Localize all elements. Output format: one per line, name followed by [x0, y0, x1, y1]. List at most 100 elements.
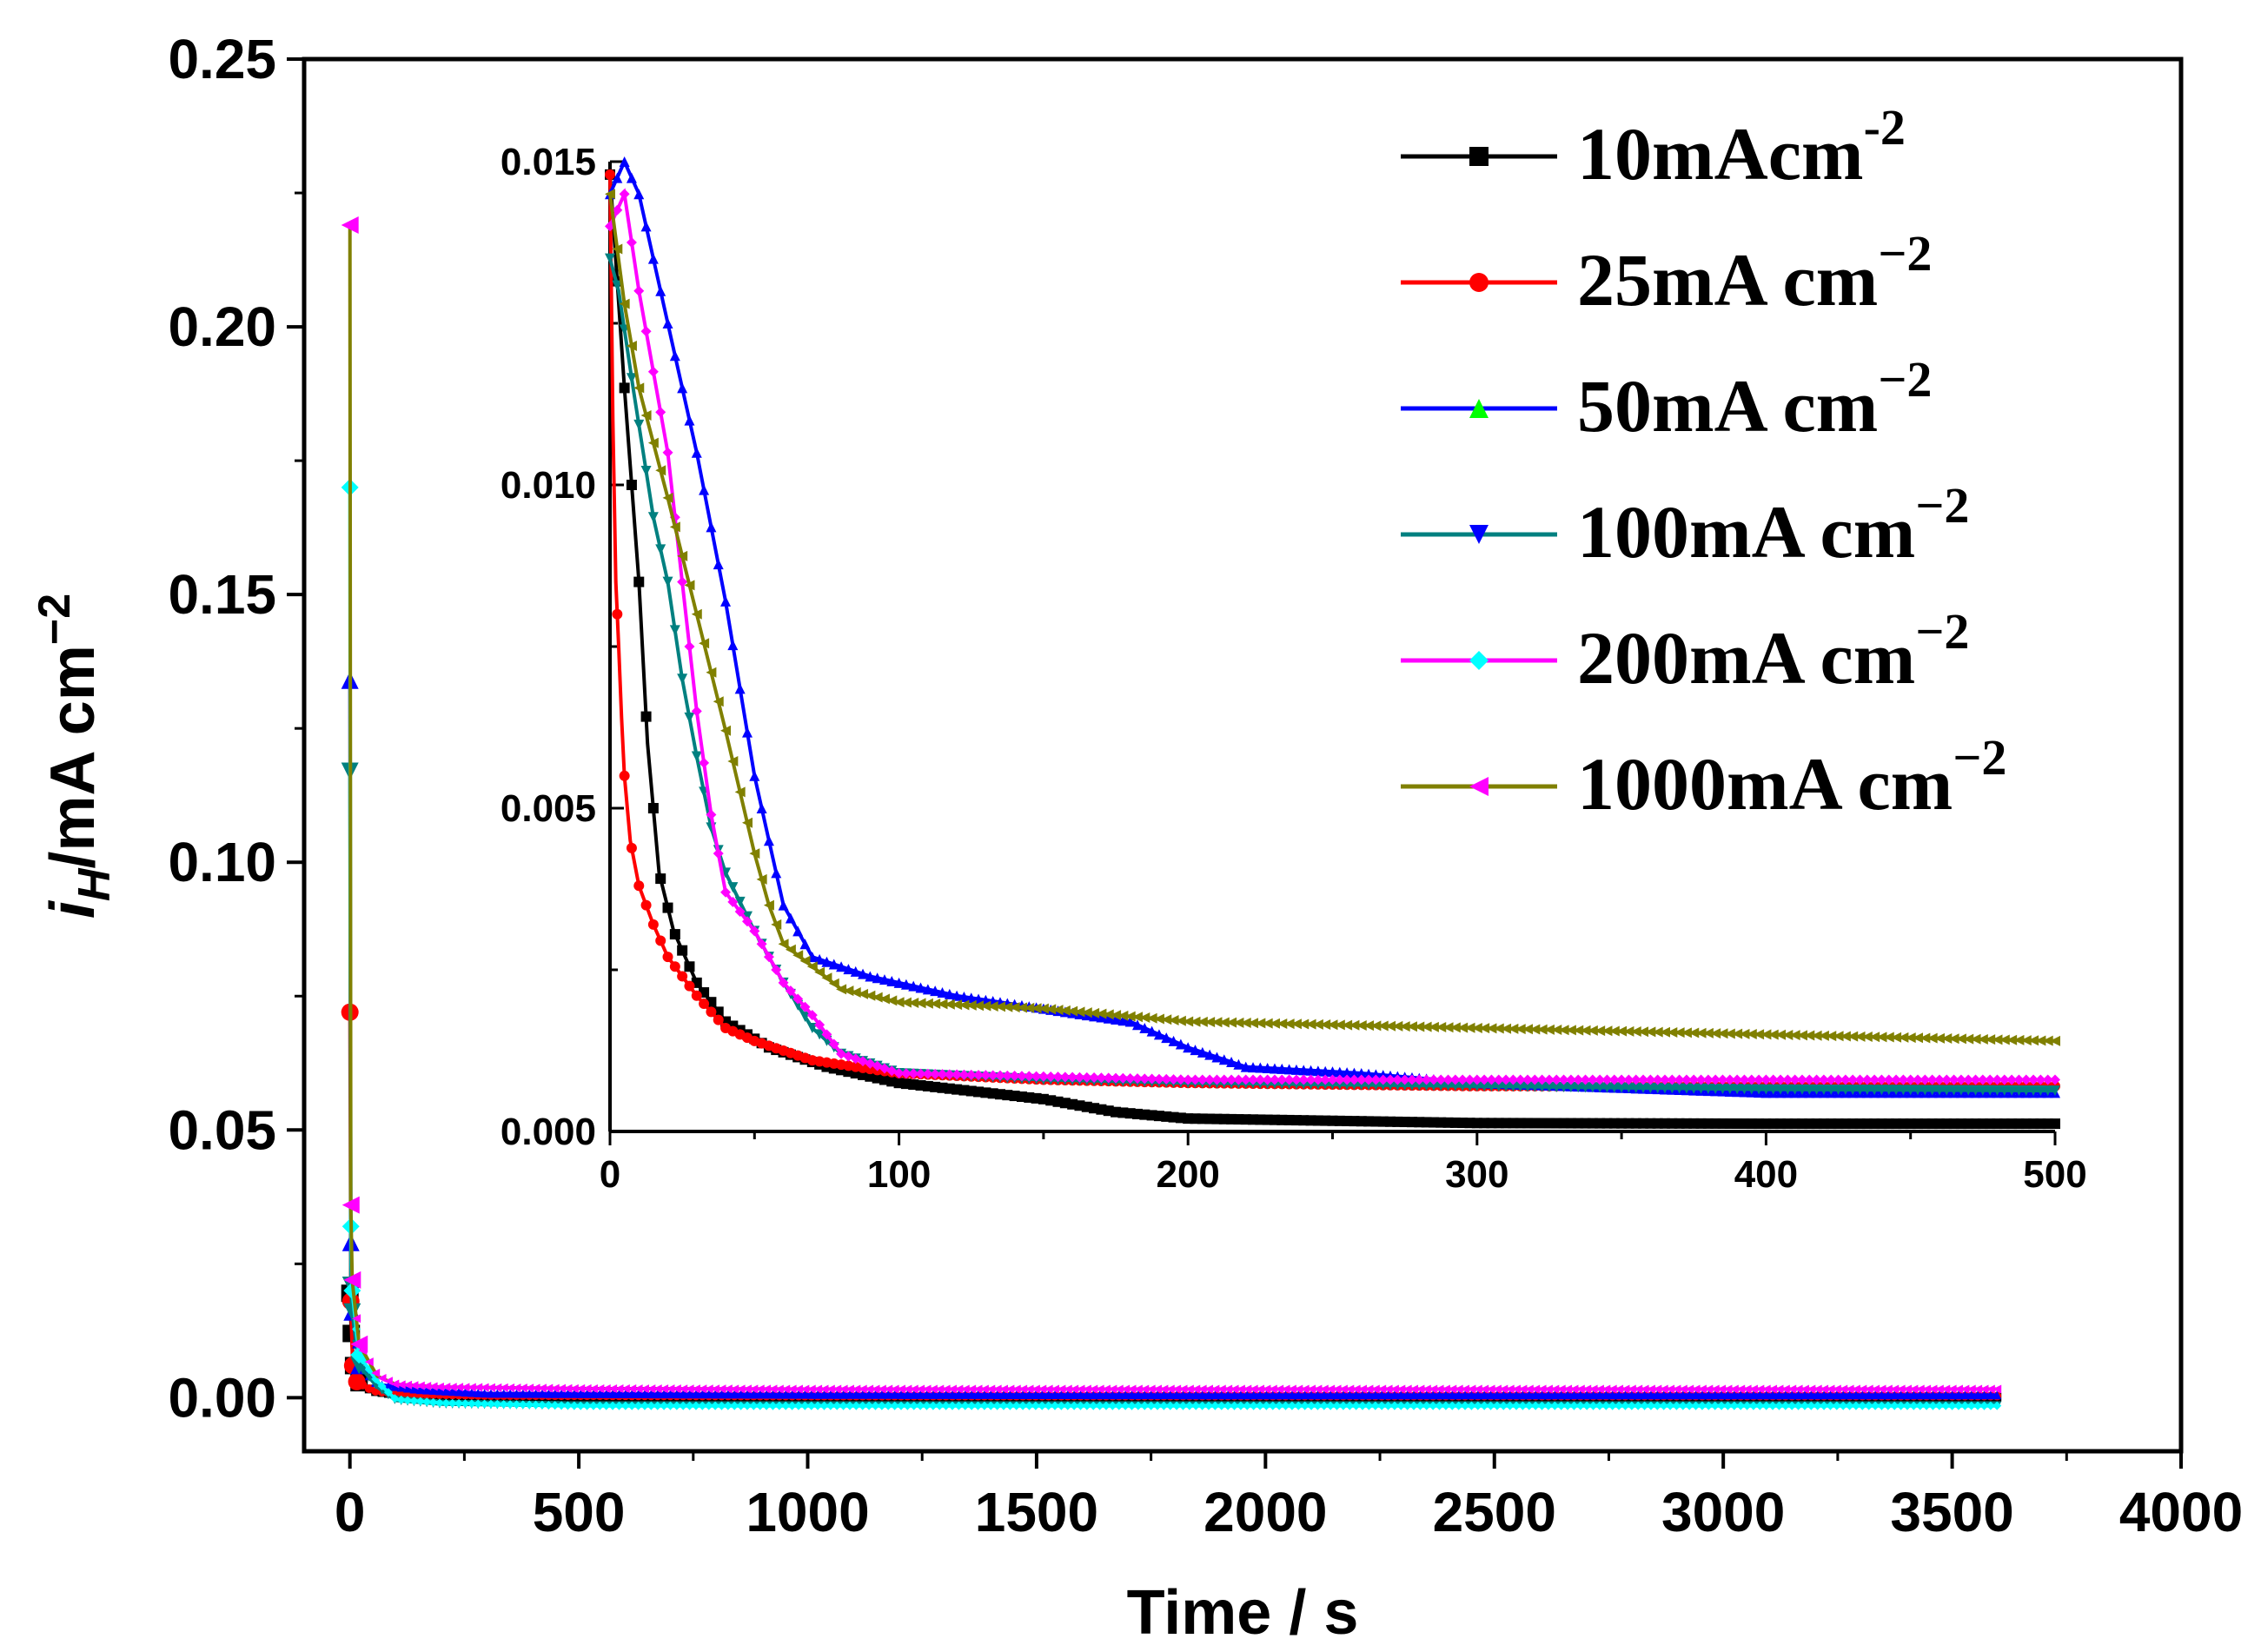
main-series-marker — [1774, 1390, 1784, 1400]
main-series-marker — [858, 1384, 867, 1394]
main-plot-frame — [302, 56, 2184, 1454]
main-series-marker — [762, 1390, 772, 1399]
main-series-marker — [1338, 1390, 1348, 1400]
inset-series-marker — [1269, 1018, 1280, 1029]
inset-series-marker — [1131, 1019, 1143, 1031]
main-series-marker — [1736, 1390, 1746, 1400]
inset-series-marker — [1312, 1074, 1323, 1085]
main-series-group — [341, 1003, 2002, 1401]
main-series-marker — [1953, 1390, 1963, 1400]
main-series-marker — [1082, 1401, 1091, 1410]
main-series-marker — [1986, 1390, 1995, 1400]
inset-series-marker — [691, 447, 702, 458]
inset-series-marker — [1457, 1022, 1469, 1033]
inset-series-marker — [995, 1070, 1006, 1081]
inset-series-marker — [828, 959, 839, 970]
inset-series-marker — [677, 971, 688, 982]
main-series-marker — [1832, 1390, 1841, 1400]
inset-series-marker — [1963, 1033, 1974, 1045]
main-series-marker — [1165, 1401, 1175, 1410]
inset-series-marker — [1898, 1032, 1909, 1043]
main-series-marker — [454, 1398, 464, 1408]
inset-series-marker — [2050, 1085, 2060, 1097]
inset-series-marker — [1074, 1006, 1085, 1018]
inset-series-marker — [1197, 1016, 1208, 1027]
main-series-marker — [1826, 1384, 1835, 1394]
inset-series-marker — [633, 576, 645, 587]
inset-series-marker — [944, 998, 955, 1010]
inset-series-marker — [1255, 1074, 1266, 1085]
main-series-marker — [992, 1390, 1002, 1399]
main-series-marker — [1742, 1390, 1752, 1400]
inset-series-marker — [1045, 1071, 1057, 1082]
main-series-marker — [1377, 1401, 1387, 1410]
main-series-marker — [409, 1396, 419, 1405]
main-series-marker — [1467, 1384, 1476, 1394]
main-series-marker — [723, 1401, 733, 1410]
inset-series-marker — [1385, 1079, 1396, 1091]
main-series-marker — [1031, 1401, 1040, 1410]
inset-series-marker — [1414, 1021, 1425, 1032]
inset-series-marker — [1717, 1028, 1728, 1039]
inset-series-marker — [1840, 1031, 1851, 1042]
inset-series-marker — [612, 608, 623, 620]
main-series-marker — [704, 1390, 713, 1399]
inset-series-marker — [937, 998, 948, 1010]
inset-series-marker — [1269, 1063, 1280, 1074]
main-series-marker — [1383, 1401, 1393, 1410]
main-series-marker — [1429, 1384, 1438, 1394]
main-series-marker — [1287, 1390, 1296, 1400]
main-series-marker — [871, 1384, 880, 1394]
inset-series-marker — [1746, 1074, 1757, 1085]
inset-series-marker — [1377, 1020, 1389, 1032]
main-series-marker — [1896, 1384, 1906, 1394]
inset-series-marker — [640, 410, 652, 421]
inset-series-marker — [677, 576, 688, 587]
inset-series-marker — [633, 285, 645, 296]
inset-series-marker — [1342, 1019, 1353, 1031]
main-series-marker — [1070, 1384, 1079, 1394]
inset-series-marker — [1479, 1023, 1490, 1034]
main-series-marker — [601, 1383, 611, 1393]
main-series-marker — [1531, 1401, 1541, 1410]
inset-series-marker — [1623, 1074, 1634, 1085]
inset-series-marker — [677, 550, 688, 561]
inset-series-marker — [778, 977, 789, 988]
inset-series-marker — [1204, 1074, 1216, 1085]
inset-series-marker — [1052, 1071, 1064, 1083]
main-series-marker — [1165, 1390, 1175, 1400]
inset-series-marker — [1334, 1074, 1345, 1085]
main-series-marker — [1051, 1390, 1059, 1400]
main-series-marker — [1820, 1384, 1829, 1394]
main-series-marker — [1973, 1401, 1983, 1410]
y-tick-label: 0.25 — [168, 28, 276, 90]
main-series-marker — [698, 1384, 707, 1394]
inset-series-marker — [1826, 1084, 1837, 1095]
main-series-marker — [1153, 1384, 1163, 1394]
inset-series-marker — [1334, 1066, 1345, 1078]
main-series-marker — [1902, 1401, 1912, 1410]
main-series-marker — [1729, 1390, 1739, 1400]
inset-x-tick-label: 200 — [1156, 1153, 1219, 1196]
main-series-marker — [1499, 1390, 1508, 1400]
main-series-marker — [979, 1390, 989, 1399]
main-series-marker — [1383, 1390, 1393, 1400]
main-series-marker — [742, 1384, 752, 1394]
main-series-marker — [1858, 1390, 1867, 1400]
main-series-marker — [588, 1389, 598, 1398]
inset-series-marker — [612, 172, 623, 183]
main-series-marker — [1492, 1390, 1502, 1400]
inset-series-marker — [980, 1000, 991, 1012]
main-series-marker — [1159, 1401, 1169, 1410]
main-series-marker — [1243, 1384, 1252, 1394]
inset-series-marker — [965, 1069, 977, 1080]
main-series-marker — [1281, 1384, 1290, 1394]
inset-series-marker — [1349, 1074, 1360, 1085]
main-series-marker — [352, 1314, 361, 1324]
inset-series-marker — [1190, 1045, 1201, 1056]
inset-series-marker — [1782, 1074, 1794, 1085]
inset-series-marker — [1002, 1001, 1013, 1012]
inset-series-marker — [1240, 1061, 1251, 1072]
legend-entry: 50mA cm−2 — [1401, 351, 1932, 448]
inset-series-marker — [734, 786, 746, 798]
